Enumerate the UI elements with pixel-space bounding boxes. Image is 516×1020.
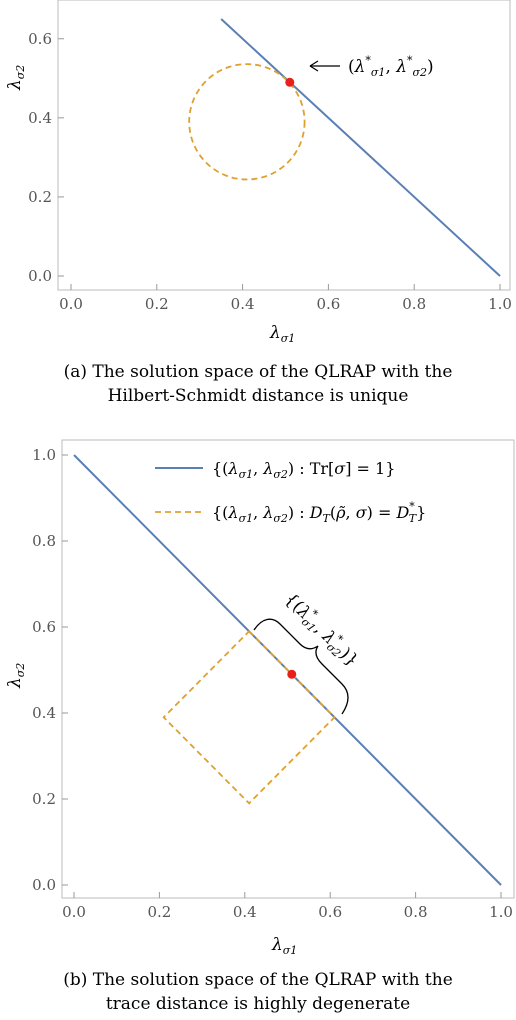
caption-b-line2: trace distance is highly degenerate bbox=[105, 994, 411, 1014]
plot-b-frame bbox=[61, 439, 515, 899]
legend: {(λσ1, λσ2) : Tr[σ] = 1} {(λσ1, λσ2) : D… bbox=[155, 459, 426, 525]
brace-annotation: {(λ*σ1, λ*σ2)} bbox=[279, 587, 364, 672]
chart-b: 0.0 0.2 0.4 0.6 0.8 1.0 0.0 0.2 0.4 0.6 0.8 1.0 {(… bbox=[5, 439, 515, 957]
annotation-arrow bbox=[309, 60, 340, 72]
optimal-point bbox=[287, 669, 297, 679]
chart-a: 0.0 0.2 0.4 0.6 0.8 1.0 0.0 0.2 0.4 0.6 (λ*σ1, λ… bbox=[5, 0, 512, 345]
x-axis-label: λσ1 bbox=[271, 935, 297, 957]
annotation-label: (λ*σ1, λ*σ2) bbox=[348, 54, 434, 79]
legend-entry-1: {(λσ1, λσ2) : Tr[σ] = 1} bbox=[212, 459, 395, 481]
y-tick-label: 0.2 bbox=[32, 790, 56, 808]
y-axis-label: λσ2 bbox=[5, 65, 27, 91]
x-tick-label: 0.6 bbox=[316, 295, 340, 313]
x-tick-label: 0.2 bbox=[145, 295, 169, 313]
x-tick-label: 0.8 bbox=[404, 903, 428, 921]
y-ticks: 0.0 0.2 0.4 0.6 0.8 1.0 bbox=[32, 446, 68, 894]
x-tick-label: 0.0 bbox=[62, 903, 86, 921]
plot-a-frame bbox=[57, 0, 511, 291]
y-tick-label: 1.0 bbox=[32, 446, 56, 464]
y-tick-label: 0.0 bbox=[28, 267, 52, 285]
x-tick-label: 1.0 bbox=[489, 903, 513, 921]
degenerate-brace bbox=[253, 618, 349, 715]
trace-constraint-line bbox=[220, 18, 501, 277]
y-tick-label: 0.6 bbox=[32, 618, 56, 636]
y-tick-label: 0.6 bbox=[28, 30, 52, 48]
y-tick-label: 0.0 bbox=[32, 876, 56, 894]
x-tick-label: 0.2 bbox=[147, 903, 171, 921]
caption-a-line1: (a) The solution space of the QLRAP with… bbox=[63, 362, 453, 382]
x-tick-label: 0.8 bbox=[402, 295, 426, 313]
caption-b: (b) The solution space of the QLRAP with… bbox=[0, 968, 516, 1016]
x-tick-label: 0.4 bbox=[231, 295, 255, 313]
y-tick-label: 0.4 bbox=[32, 704, 56, 722]
x-axis-label: λσ1 bbox=[269, 323, 295, 345]
x-ticks: 0.0 0.2 0.4 0.6 0.8 1.0 bbox=[59, 284, 512, 313]
caption-b-line1: (b) The solution space of the QLRAP with… bbox=[63, 970, 453, 990]
y-ticks: 0.0 0.2 0.4 0.6 bbox=[28, 30, 64, 285]
caption-a-line2: Hilbert-Schmidt distance is unique bbox=[107, 386, 409, 406]
y-axis-label: λσ2 bbox=[5, 663, 27, 689]
x-tick-label: 0.6 bbox=[318, 903, 342, 921]
y-tick-label: 0.8 bbox=[32, 532, 56, 550]
trace-distance-diamond bbox=[162, 630, 336, 805]
legend-entry-2: {(λσ1, λσ2) : DT(ρ̃, σ) = D* T} bbox=[212, 500, 426, 525]
x-ticks: 0.0 0.2 0.4 0.6 0.8 1.0 bbox=[62, 892, 513, 921]
hs-distance-circle bbox=[188, 63, 306, 181]
x-tick-label: 0.4 bbox=[233, 903, 257, 921]
optimal-point bbox=[285, 77, 295, 87]
y-tick-label: 0.2 bbox=[28, 188, 52, 206]
x-tick-label: 0.0 bbox=[59, 295, 83, 313]
y-tick-label: 0.4 bbox=[28, 109, 52, 127]
caption-a: (a) The solution space of the QLRAP with… bbox=[0, 360, 516, 408]
x-tick-label: 1.0 bbox=[488, 295, 512, 313]
